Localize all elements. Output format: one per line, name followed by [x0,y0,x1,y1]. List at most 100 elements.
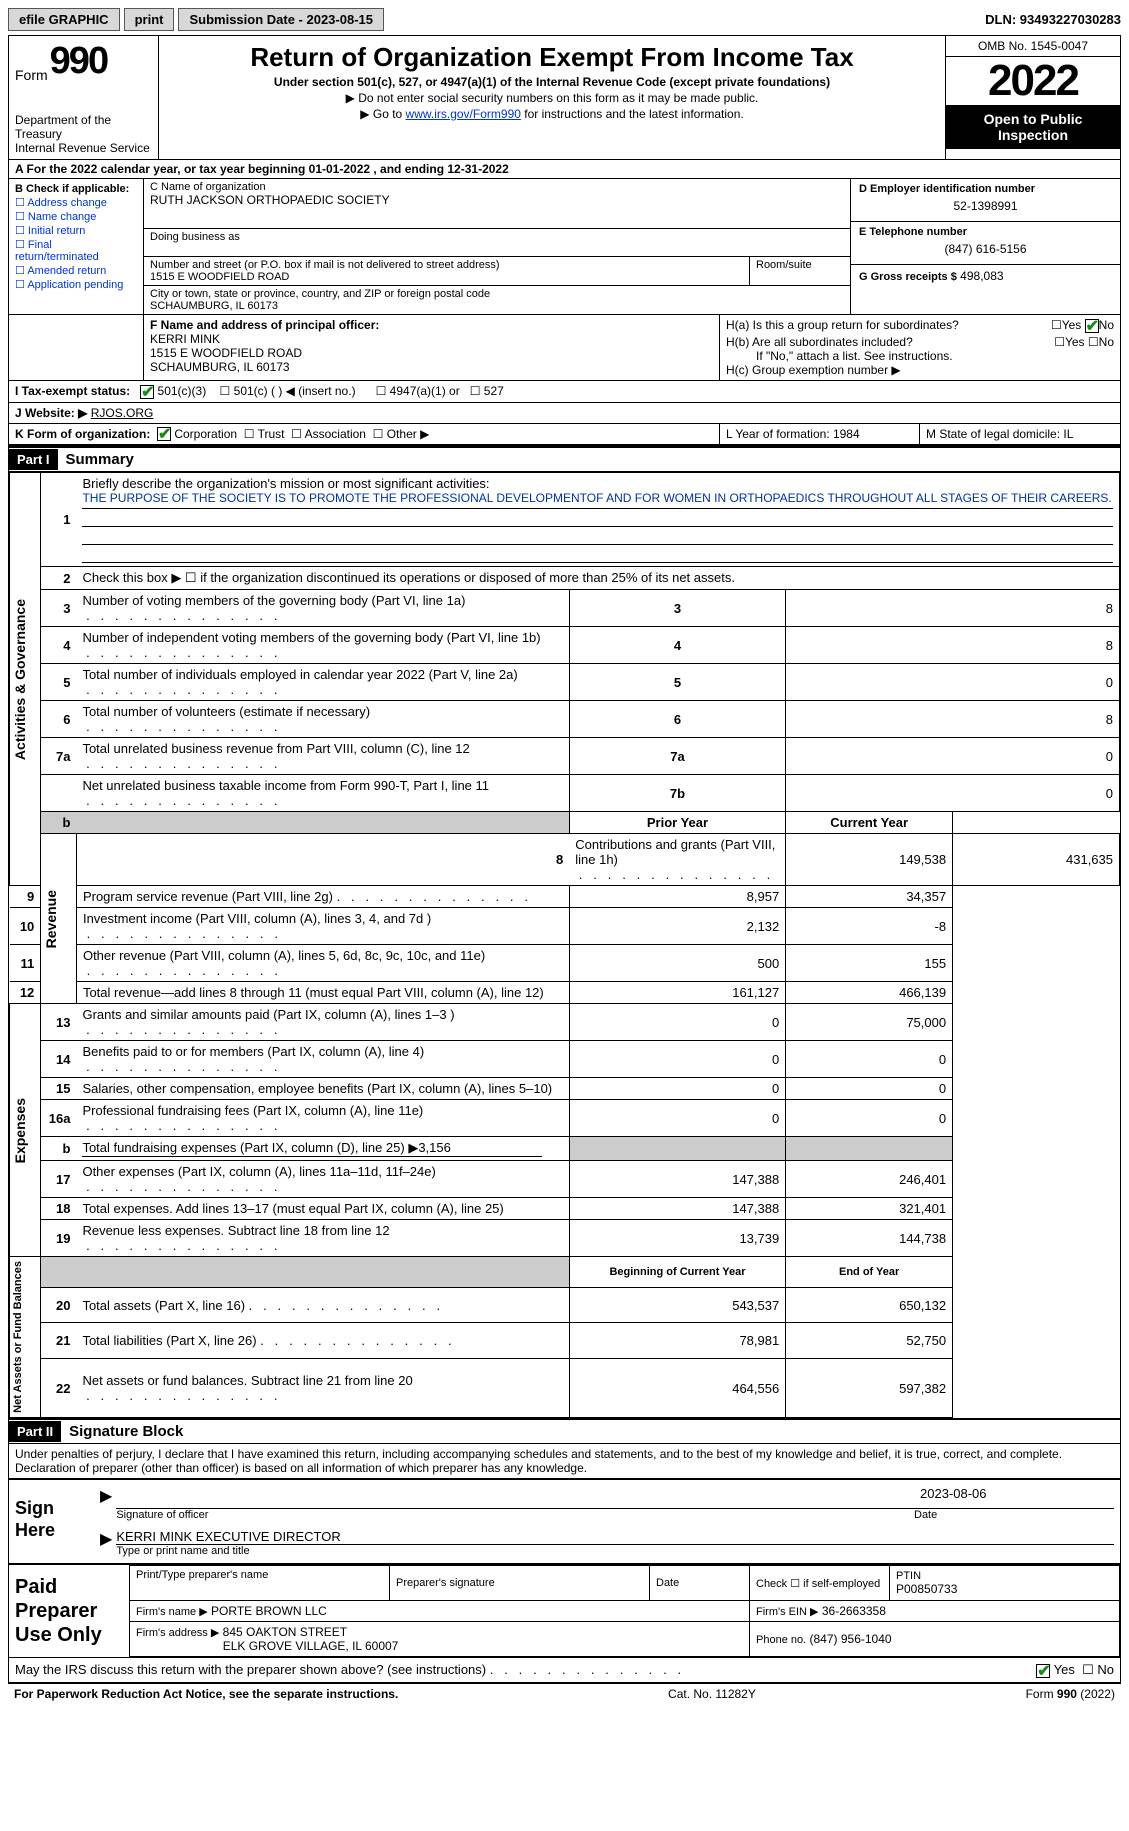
firm-addr2: ELK GROVE VILLAGE, IL 60007 [223,1639,399,1653]
j-label: J Website: ▶ [15,406,87,420]
hb-note: If "No," attach a list. See instructions… [726,349,1114,363]
part1-badge: Part I [9,449,58,470]
begin-year-header: Beginning of Current Year [569,1257,785,1288]
line14-desc: Benefits paid to or for members (Part IX… [76,1041,569,1078]
officer-printed: KERRI MINK EXECUTIVE DIRECTOR [116,1529,1114,1545]
line22-py: 464,556 [569,1358,785,1418]
note2-suffix: for instructions and the latest informat… [521,107,744,121]
hb-yes[interactable]: Yes [1065,335,1085,349]
line16a-cy: 0 [786,1100,953,1137]
paperwork-notice: For Paperwork Reduction Act Notice, see … [14,1687,398,1701]
line7b-val: 0 [786,775,1120,812]
line5-val: 0 [786,664,1120,701]
line15-py: 0 [569,1078,785,1100]
officer-city: SCHAUMBURG, IL 60173 [150,360,713,374]
line8-py: 149,538 [786,834,953,886]
line7a-box: 7a [569,738,785,775]
line8-desc: Contributions and grants (Part VIII, lin… [569,834,785,886]
opt-501c3: 501(c)(3) [158,384,207,398]
opt-trust: Trust [258,427,285,441]
arrow-icon: ▶ [100,1486,112,1521]
firm-ein-label: Firm's EIN ▶ [756,1606,819,1618]
line15-desc: Salaries, other compensation, employee b… [76,1078,569,1100]
line4-val: 8 [786,627,1120,664]
topbar: efile GRAPHIC print Submission Date - 20… [8,8,1121,31]
firm-addr-label: Firm's address ▶ [136,1627,219,1639]
hb-no[interactable]: No [1099,335,1114,349]
line16a-py: 0 [569,1100,785,1137]
line18-py: 147,388 [569,1198,785,1220]
form-990: Form 990 Department of the Treasury Inte… [8,35,1121,1683]
sig-officer-label: Signature of officer [116,1509,914,1521]
printed-label: Type or print name and title [116,1545,1114,1557]
ein: 52-1398991 [859,195,1112,217]
header-left: Form 990 Department of the Treasury Inte… [9,36,159,159]
chk-initial-return[interactable]: ☐ Initial return [15,224,137,237]
row-a: A For the 2022 calendar year, or tax yea… [9,160,1120,179]
summary-table: Activities & Governance 1 Briefly descri… [9,472,1120,1418]
current-year-header: Current Year [786,812,953,834]
sign-here-section: Sign Here ▶ 2023-08-06 Signature of offi… [9,1478,1120,1563]
prep-date-label: Date [656,1577,743,1589]
check-self[interactable]: Check ☐ if self-employed [750,1566,890,1601]
discuss-yes-chk[interactable] [1036,1664,1050,1678]
row-i: I Tax-exempt status: 501(c)(3) ☐ 501(c) … [9,381,1120,403]
arrow-icon-2: ▶ [100,1529,112,1557]
d-label: D Employer identification number [859,183,1112,195]
vtext-revenue: Revenue [41,886,61,952]
line4-desc: Number of independent voting members of … [76,627,569,664]
opt-501c: 501(c) ( ) ◀ (insert no.) [234,384,356,398]
chk-501c3[interactable] [140,385,154,399]
efile-button[interactable]: efile GRAPHIC [8,8,120,31]
chk-address-change[interactable]: ☐ Address change [15,196,137,209]
form-label: Form [15,67,48,83]
officer-name: KERRI MINK [150,332,713,346]
line22-cy: 597,382 [786,1358,953,1418]
ha-yes[interactable]: Yes [1062,318,1082,332]
prep-name-label: Print/Type preparer's name [136,1569,383,1581]
col-c: C Name of organization RUTH JACKSON ORTH… [144,179,850,314]
preparer-table: Print/Type preparer's name Preparer's si… [129,1565,1120,1657]
irs-link[interactable]: www.irs.gov/Form990 [406,107,521,121]
print-button[interactable]: print [124,8,175,31]
ha-no-check[interactable] [1085,319,1099,333]
opt-assoc: Association [305,427,366,441]
firm-ein: 36-2663358 [822,1604,886,1618]
line18-desc: Total expenses. Add lines 13–17 (must eq… [76,1198,569,1220]
line8-cy: 431,635 [953,834,1120,886]
line22-desc: Net assets or fund balances. Subtract li… [76,1358,569,1418]
chk-final-return[interactable]: ☐ Final return/terminated [15,238,137,263]
part1-header-row: Part I Summary [9,446,1120,472]
chk-corp[interactable] [157,427,171,441]
chk-amended-return[interactable]: ☐ Amended return [15,264,137,277]
discuss-yes: Yes [1054,1662,1075,1677]
f-label: F Name and address of principal officer: [150,318,713,332]
col-d: D Employer identification number 52-1398… [850,179,1120,314]
e-label: E Telephone number [859,226,1112,238]
m-state: M State of legal domicile: IL [920,424,1120,445]
line20-cy: 650,132 [786,1288,953,1323]
ha-no: No [1099,318,1114,332]
submission-date: Submission Date - 2023-08-15 [178,8,384,31]
line21-py: 78,981 [569,1323,785,1358]
note1: ▶ Do not enter social security numbers o… [169,91,935,105]
opt-527: 527 [484,384,504,398]
section-b: B Check if applicable: ☐ Address change … [9,179,1120,315]
room-label: Room/suite [756,259,844,271]
b-label: B Check if applicable: [15,183,137,195]
header-right: OMB No. 1545-0047 2022 Open to Public In… [945,36,1120,159]
line7a-desc: Total unrelated business revenue from Pa… [76,738,569,775]
line20-py: 543,537 [569,1288,785,1323]
i-label: I Tax-exempt status: [15,384,130,398]
chk-name-change[interactable]: ☐ Name change [15,210,137,223]
city-label: City or town, state or province, country… [150,288,844,300]
website[interactable]: RJOS.ORG [91,406,154,420]
line21-desc: Total liabilities (Part X, line 26) [76,1323,569,1358]
discuss-row: May the IRS discuss this return with the… [9,1657,1120,1682]
dln: DLN: 93493227030283 [985,12,1121,27]
tax-year: 2022 [946,57,1120,105]
chk-application-pending[interactable]: ☐ Application pending [15,278,137,291]
line7b-box: 7b [569,775,785,812]
line17-py: 147,388 [569,1161,785,1198]
line16b-desc: Total fundraising expenses (Part IX, col… [76,1137,569,1161]
